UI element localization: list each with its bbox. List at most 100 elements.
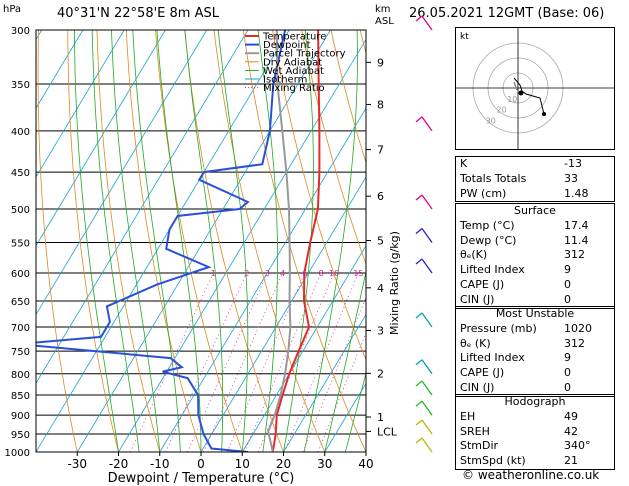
dry-adiabat-line <box>213 30 326 452</box>
isotherm-line <box>36 30 166 247</box>
km-tick-label: 7 <box>377 144 384 157</box>
wet-adiabat-line <box>303 30 358 452</box>
isotherm-line <box>241 244 366 452</box>
wet-adiabat-line <box>156 30 202 452</box>
mixing-ratio-line <box>302 296 366 452</box>
hodograph-table: Hodograph EH 49 SREH 42 StmDir 340° StmSpd … <box>455 394 615 470</box>
pressure-tick-label: 550 <box>11 238 30 249</box>
surface-row: Temp (°C) 17.4 <box>460 218 589 232</box>
wet-adiabat-line <box>132 30 181 452</box>
isotherm-line <box>36 30 249 384</box>
legend-item: Isotherm <box>263 75 307 86</box>
hodograph-ring-label: 10 <box>507 95 517 104</box>
mixing-ratio-line <box>187 272 268 452</box>
isotherm-line <box>283 313 366 452</box>
x-tick-label: 40 <box>358 457 373 471</box>
pressure-tick-label: 300 <box>11 26 30 37</box>
hpa-label: hPa <box>3 4 22 15</box>
x-tick-label: -10 <box>150 457 170 471</box>
dry-adiabat-line <box>125 30 202 452</box>
pressure-tick-label: 400 <box>11 127 30 138</box>
isotherm-line <box>36 30 84 109</box>
most-unstable-title: Most Unstable <box>495 307 575 320</box>
legend-item: Temperature <box>262 32 326 43</box>
hodograph-storm-motion <box>513 81 518 91</box>
km-tick-label: LCL <box>377 425 398 438</box>
wind-barb <box>415 258 433 274</box>
surface-row: CIN (J) 0 <box>460 292 571 306</box>
dry-adiabat-line <box>184 30 284 452</box>
pressure-tick-label: 750 <box>11 347 30 358</box>
date-title: 26.05.2021 12GMT (Base: 06) <box>409 6 605 21</box>
mixing-ratio-line <box>129 272 214 452</box>
pressure-tick-label: 850 <box>11 391 30 402</box>
isotherms <box>36 30 366 452</box>
km-tick-label: 1 <box>377 411 384 424</box>
wet-adiabats <box>74 30 366 452</box>
x-tick-label: 10 <box>235 457 250 471</box>
isotherm-line <box>200 176 366 452</box>
wet-adiabat-line <box>257 30 278 452</box>
dry-adiabat-line <box>37 30 78 452</box>
wet-adiabat-line <box>184 30 224 452</box>
km-tick-label: 4 <box>377 282 384 295</box>
pressure-tick-label: 700 <box>11 323 30 334</box>
mixing-ratio-line <box>283 272 359 452</box>
mixing-ratio-label: 4 <box>280 269 285 278</box>
km-tick-label: 3 <box>377 324 384 337</box>
wet-adiabat-line <box>324 269 366 452</box>
hodograph-kt-label: kt <box>460 32 469 42</box>
mu-row: Lifted Index 9 <box>460 351 571 365</box>
mixing-ratio-axis-label: Mixing Ratio (g/kg) <box>388 231 401 335</box>
wind-barb <box>415 194 433 210</box>
wind-barb <box>415 15 433 31</box>
dry-adiabat-line <box>272 30 366 361</box>
mixing-ratio-label: 15 <box>353 269 363 278</box>
mixing-ratio-lines <box>129 272 366 452</box>
hodograph: 10 20 30 kt <box>455 27 615 150</box>
pressure-tick-label: 450 <box>11 168 30 179</box>
wind-barb <box>415 419 433 435</box>
dry-adiabat-line <box>419 30 452 452</box>
credit-link[interactable]: © weatheronline.co.uk <box>462 468 600 482</box>
location-title: 40°31'N 22°58'E 8m ASL <box>57 6 219 21</box>
isotherm-line <box>159 107 366 452</box>
hodograph-point <box>518 90 524 96</box>
skewt-diagram: 3003504004505005506006507007508008509009… <box>5 15 452 486</box>
km-tick-label: 5 <box>377 235 384 248</box>
mixing-ratio-line <box>165 272 248 452</box>
km-tick-label: 8 <box>377 98 384 111</box>
mu-row: CAPE (J) 0 <box>460 366 571 380</box>
x-tick-label: -30 <box>67 457 87 471</box>
surface-title: Surface <box>514 204 556 217</box>
hodograph-trace <box>513 77 545 115</box>
km-tick-label: 9 <box>377 56 384 69</box>
isotherm-line <box>36 30 290 452</box>
dry-adiabat-line <box>359 30 366 55</box>
mu-row: CIN (J) 0 <box>460 380 571 394</box>
legend-item: Dry Adiabat <box>263 57 322 68</box>
hodograph-ring-label: 30 <box>486 116 496 125</box>
wind-barbs <box>415 15 433 453</box>
pressure-tick-label: 800 <box>11 370 30 381</box>
legend-item: Dewpoint <box>263 40 311 51</box>
surface-table: Surface Temp (°C) 17.4 Dewp (°C) 11.4 θₑ(K… <box>455 203 615 309</box>
pressure-tick-label: 950 <box>11 430 30 441</box>
km-tick-label: 2 <box>377 367 384 380</box>
surface-row: CAPE (J) 0 <box>460 277 571 291</box>
dry-adiabat-line <box>155 30 243 452</box>
mixing-ratio-label: 1 <box>211 269 216 278</box>
dry-adiabat-line <box>96 30 161 452</box>
isotherm-line <box>76 30 331 452</box>
hodo-row: StmDir 340° <box>460 439 591 453</box>
isotherm-line <box>36 30 125 178</box>
pressure-tick-label: 1000 <box>5 448 30 459</box>
x-tick-label: 0 <box>197 457 205 471</box>
x-tick-label: -20 <box>109 457 129 471</box>
hodo-row: EH 49 <box>460 409 578 423</box>
surface-row: Lifted Index 9 <box>460 263 571 277</box>
hodograph-title: Hodograph <box>504 395 566 408</box>
hodo-row: SREH 42 <box>460 424 578 438</box>
pressure-tick-label: 900 <box>11 411 30 422</box>
isotherm-line <box>118 38 366 452</box>
